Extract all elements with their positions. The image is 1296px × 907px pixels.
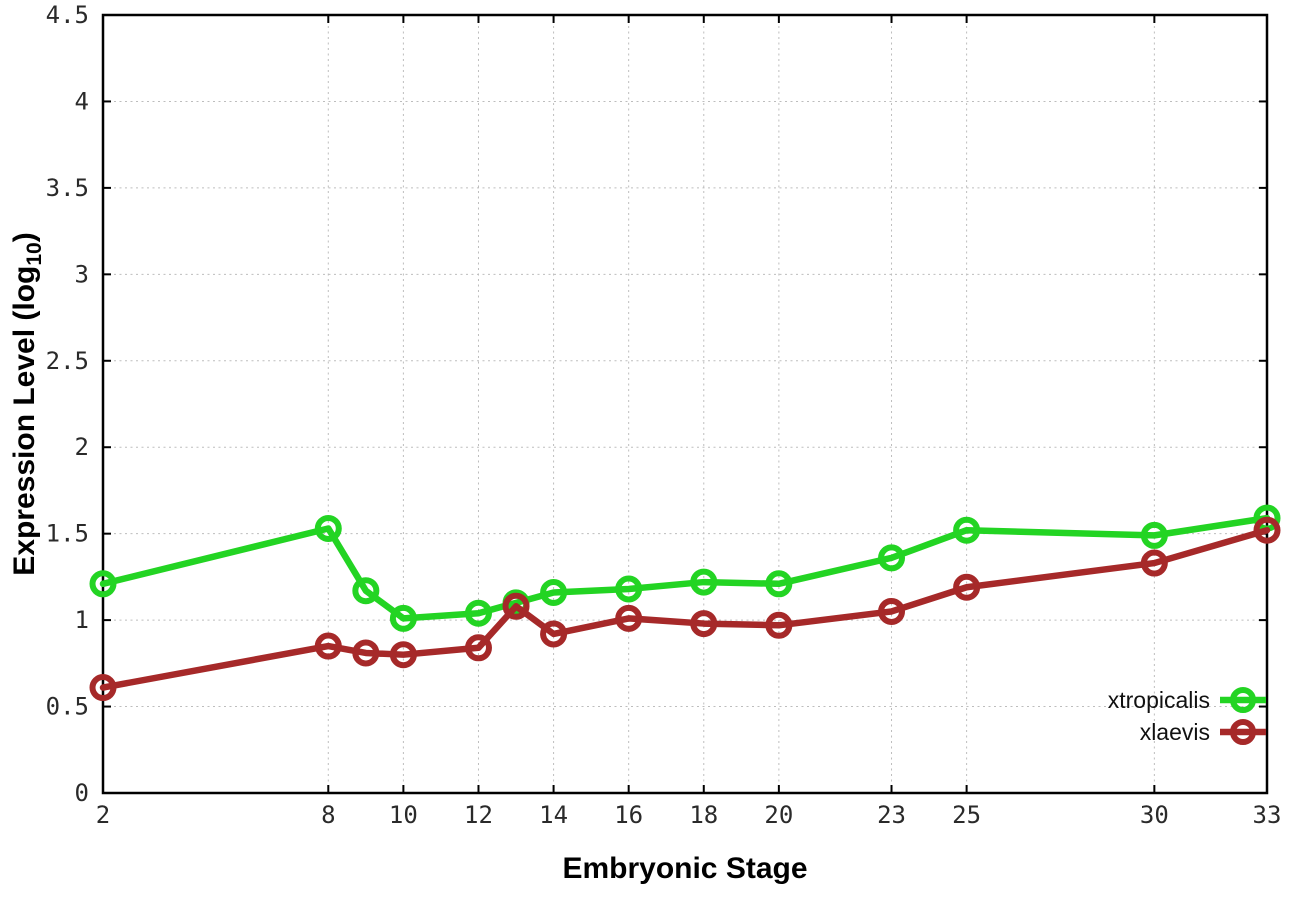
y-tick-label: 4.5 [46,1,89,29]
data-point-xlaevis [615,604,643,632]
data-point-xtropicalis [765,570,793,598]
legend-label-xtropicalis: xtropicalis [1108,687,1210,713]
legend-marker-xtropicalis [1230,687,1256,713]
x-tick-label: 8 [321,801,335,829]
y-tick-label: 3.5 [46,174,89,202]
y-tick-label: 4 [75,87,89,115]
x-axis-title: Embryonic Stage [562,852,807,885]
y-tick-label: 0 [75,779,89,807]
data-point-xtropicalis [464,599,492,627]
data-point-xtropicalis [389,604,417,632]
data-point-xtropicalis [1140,521,1168,549]
data-point-xlaevis [89,674,117,702]
data-point-xtropicalis [878,544,906,572]
data-point-xtropicalis [953,516,981,544]
y-tick-label: 3 [75,260,89,288]
data-point-xlaevis [352,639,380,667]
data-point-xlaevis [690,610,718,638]
data-point-xtropicalis [314,514,342,542]
y-axis-title-subscript: 10 [23,242,46,265]
series-line-xlaevis [99,526,1271,691]
tick-layer [102,14,1268,794]
x-tick-label: 33 [1253,801,1282,829]
y-axis-title-prefix: Expression Level (log [8,266,41,576]
x-tick-label: 14 [539,801,568,829]
data-point-xlaevis [953,573,981,601]
x-tick-label: 12 [464,801,493,829]
grid-layer [103,15,1267,793]
x-tick-label: 20 [764,801,793,829]
data-point-xlaevis [1253,516,1281,544]
y-axis-title-suffix: ) [8,232,41,242]
x-tick-label: 16 [614,801,643,829]
x-tick-label: 2 [96,801,110,829]
data-point-xlaevis [765,611,793,639]
data-point-xtropicalis [690,568,718,596]
data-point-xlaevis [540,620,568,648]
data-point-xtropicalis [352,577,380,605]
x-tick-label: 23 [877,801,906,829]
data-point-xlaevis [878,597,906,625]
data-point-xtropicalis [540,578,568,606]
y-tick-label: 0.5 [46,693,89,721]
legend-label-xlaevis: xlaevis [1140,719,1210,745]
legend-marker-xlaevis [1230,719,1256,745]
data-point-xlaevis [502,592,530,620]
data-point-xlaevis [314,632,342,660]
y-tick-label: 2.5 [46,347,89,375]
x-tick-label: 18 [689,801,718,829]
data-point-xtropicalis [89,570,117,598]
y-tick-label: 2 [75,433,89,461]
y-tick-label: 1.5 [46,520,89,548]
tick-label-layer: 2 8 10 12 14 16 18 20 23 25 30 33 0 0.5 1 1.5 2 2.5 3 3.5 4 4… [46,1,1282,829]
y-tick-label: 1 [75,606,89,634]
legend: xtropicalis xlaevis [1108,687,1266,745]
x-tick-label: 10 [389,801,418,829]
data-point-xlaevis [1140,549,1168,577]
data-point-xlaevis [389,641,417,669]
x-tick-label: 30 [1140,801,1169,829]
data-point-xtropicalis [615,575,643,603]
data-point-xlaevis [464,634,492,662]
y-axis-title: Expression Level (log10) [8,232,46,575]
legend-sample-layer [1220,687,1266,745]
series-layer [89,504,1281,702]
x-tick-label: 25 [952,801,981,829]
plot-border [101,13,1269,795]
